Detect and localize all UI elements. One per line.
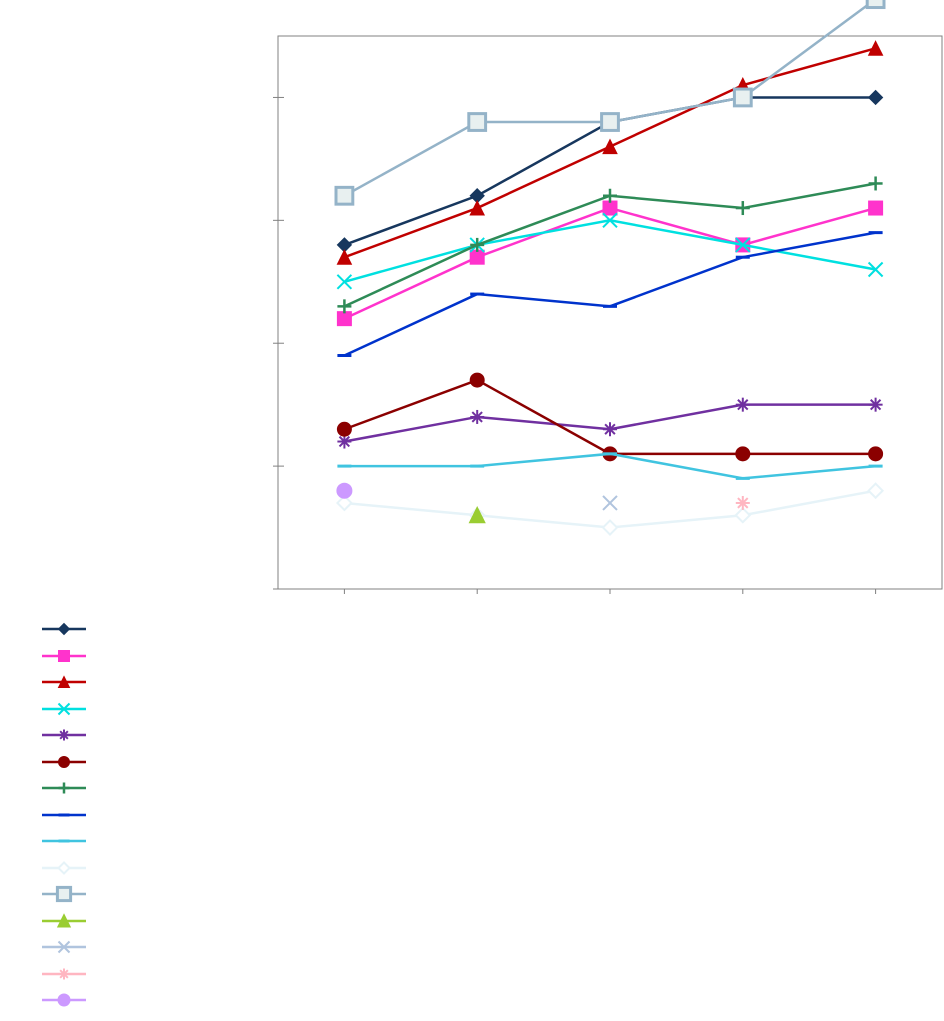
- legend-swatch: [40, 965, 88, 983]
- legend-swatch: [40, 700, 88, 718]
- legend-item: [40, 696, 94, 723]
- legend-item: [40, 987, 94, 1014]
- legend-item: [40, 722, 94, 749]
- legend-swatch: [40, 753, 88, 771]
- chart-svg: [0, 0, 944, 600]
- legend-item: [40, 643, 94, 670]
- legend-swatch: [40, 885, 88, 903]
- legend-swatch: [40, 726, 88, 744]
- legend-item: [40, 749, 94, 776]
- legend-item: [40, 802, 94, 829]
- series-s15: [337, 484, 351, 498]
- legend-item: [40, 669, 94, 696]
- legend-swatch: [40, 806, 88, 824]
- legend-item: [40, 881, 94, 908]
- line-chart: [0, 0, 944, 600]
- legend-item: [40, 616, 94, 643]
- legend-item: [40, 908, 94, 935]
- chart-legend: [40, 616, 94, 1014]
- legend-item: [40, 828, 94, 855]
- legend-swatch: [40, 938, 88, 956]
- legend-swatch: [40, 859, 88, 877]
- legend-swatch: [40, 673, 88, 691]
- legend-item: [40, 961, 94, 988]
- legend-item: [40, 934, 94, 961]
- legend-swatch: [40, 779, 88, 797]
- legend-swatch: [40, 991, 88, 1009]
- legend-item: [40, 775, 94, 802]
- legend-item: [40, 855, 94, 882]
- legend-swatch: [40, 832, 88, 850]
- legend-swatch: [40, 912, 88, 930]
- legend-swatch: [40, 647, 88, 665]
- legend-swatch: [40, 620, 88, 638]
